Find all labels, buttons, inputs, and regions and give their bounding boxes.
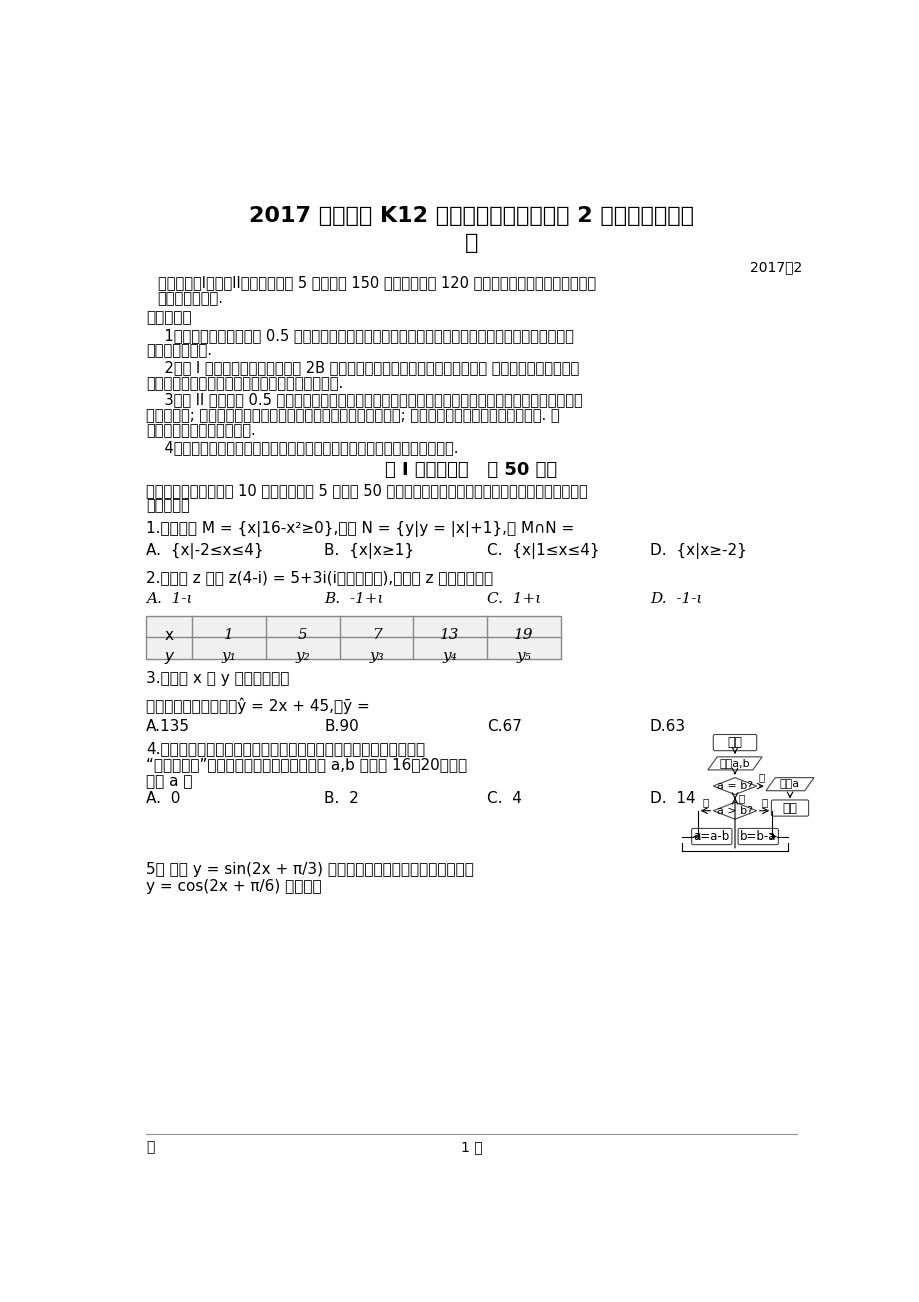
FancyBboxPatch shape bbox=[712, 734, 756, 751]
Text: 1: 1 bbox=[224, 628, 234, 642]
Text: A.  0: A. 0 bbox=[146, 792, 180, 806]
Text: 输出a: 输出a bbox=[779, 779, 800, 789]
Text: y₃: y₃ bbox=[369, 650, 383, 663]
Text: y₂: y₂ bbox=[295, 650, 310, 663]
Text: y = cos(2x + π/6) 图象的是: y = cos(2x + π/6) 图象的是 bbox=[146, 879, 322, 894]
Text: A.135: A.135 bbox=[146, 719, 190, 734]
Text: 19: 19 bbox=[514, 628, 533, 642]
Text: a = b?: a = b? bbox=[716, 781, 753, 792]
Text: 目要求的。: 目要求的。 bbox=[146, 499, 189, 513]
Polygon shape bbox=[766, 777, 813, 790]
Text: 1 第: 1 第 bbox=[460, 1141, 482, 1155]
Text: a=a-b: a=a-b bbox=[693, 831, 729, 842]
Text: D.  -1-ι: D. -1-ι bbox=[649, 591, 701, 605]
Text: D.  {x|x≥-2}: D. {x|x≥-2} bbox=[649, 543, 746, 559]
Text: y₅: y₅ bbox=[516, 650, 530, 663]
Text: 写在试卷上; 如需改动，先划掉原来的答案，然后再写上新的答案; 不能使用涂改液、胶带纸、修正带. 不: 写在试卷上; 如需改动，先划掉原来的答案，然后再写上新的答案; 不能使用涂改液、… bbox=[146, 408, 559, 423]
Text: b=b-a: b=b-a bbox=[739, 831, 776, 842]
Text: 页: 页 bbox=[146, 1141, 154, 1155]
Text: 3．第 II 卷必须用 0.5 毫米黑色签字笔作答，答案必须写在答题卡各题目指定区域内相应的位置，不能: 3．第 II 卷必须用 0.5 毫米黑色签字笔作答，答案必须写在答题卡各题目指定… bbox=[146, 393, 582, 408]
Text: D.  14: D. 14 bbox=[649, 792, 695, 806]
Text: 第 I 卷（选择题   共 50 分）: 第 I 卷（选择题 共 50 分） bbox=[385, 461, 557, 479]
Text: C.  4: C. 4 bbox=[486, 792, 521, 806]
Text: 2017 届山东省 K12 教育质量保障联盟高三 2 月调研数学文试: 2017 届山东省 K12 教育质量保障联盟高三 2 月调研数学文试 bbox=[249, 206, 693, 227]
Text: y: y bbox=[165, 650, 174, 664]
Text: C.  {x|1≤x≤4}: C. {x|1≤x≤4} bbox=[486, 543, 599, 559]
Text: 否: 否 bbox=[761, 797, 766, 807]
Text: 按以上要求作答的答案无效.: 按以上要求作答的答案无效. bbox=[146, 423, 255, 439]
Text: 3.由变量 x 与 y 的一组数据：: 3.由变量 x 与 y 的一组数据： bbox=[146, 671, 289, 686]
Text: 2.若复数 z 满足 z(4-i) = 5+3i(i为虚数单位),则复数 z 的共轭复数为: 2.若复数 z 满足 z(4-i) = 5+3i(i为虚数单位),则复数 z 的… bbox=[146, 570, 493, 585]
Text: x: x bbox=[165, 628, 174, 643]
Text: 是: 是 bbox=[702, 797, 708, 807]
Text: 否: 否 bbox=[737, 793, 743, 803]
Text: 题: 题 bbox=[464, 233, 478, 254]
Text: 2017．2: 2017．2 bbox=[750, 260, 802, 275]
Text: 注意事项：: 注意事项： bbox=[146, 310, 191, 326]
Text: 1．答卷前，考生务必用 0.5 毫米黑色签字笔将自己的姓名、考号、考场号、座位号、班级填写在答题: 1．答卷前，考生务必用 0.5 毫米黑色签字笔将自己的姓名、考号、考场号、座位号… bbox=[146, 328, 573, 342]
Polygon shape bbox=[712, 802, 756, 819]
Text: 净后，再选涂其他答案标号，答案写在试卷上无效.: 净后，再选涂其他答案标号，答案写在试卷上无效. bbox=[146, 376, 343, 391]
Text: 结束: 结束 bbox=[782, 802, 797, 815]
Text: 开始: 开始 bbox=[727, 736, 742, 749]
Text: “更相减损术”。执行该程序框图，若输入的 a,b 分别为 16、20，则输: “更相减损术”。执行该程序框图，若输入的 a,b 分别为 16、20，则输 bbox=[146, 758, 467, 772]
Polygon shape bbox=[712, 777, 756, 794]
Text: 是: 是 bbox=[758, 772, 764, 783]
Text: 5: 5 bbox=[298, 628, 308, 642]
Text: 4．填空题请直接填写答案，解答题应写出文字说明、证明过程或演算步骤.: 4．填空题请直接填写答案，解答题应写出文字说明、证明过程或演算步骤. bbox=[146, 440, 458, 456]
FancyBboxPatch shape bbox=[771, 799, 808, 816]
Text: 卡规定的位置上.: 卡规定的位置上. bbox=[146, 344, 211, 358]
Text: y₁: y₁ bbox=[221, 650, 236, 663]
Text: 13: 13 bbox=[440, 628, 460, 642]
Text: C.67: C.67 bbox=[486, 719, 521, 734]
Text: A.  {x|-2≤x≤4}: A. {x|-2≤x≤4} bbox=[146, 543, 264, 559]
Text: B.  {x|x≥1}: B. {x|x≥1} bbox=[323, 543, 414, 559]
Bar bbox=[146, 616, 560, 659]
FancyBboxPatch shape bbox=[691, 828, 732, 845]
FancyBboxPatch shape bbox=[737, 828, 777, 845]
Text: 4.右图程序框图的算法思路源于我国古代数学名著《九章算术》中的: 4.右图程序框图的算法思路源于我国古代数学名著《九章算术》中的 bbox=[146, 741, 425, 755]
Polygon shape bbox=[707, 756, 761, 769]
Text: C.  1+ι: C. 1+ι bbox=[486, 591, 540, 605]
Text: 得到的线性回归方程为ŷ = 2x + 45,则ȳ =: 得到的线性回归方程为ŷ = 2x + 45,则ȳ = bbox=[146, 698, 369, 713]
Text: 2．第 I 卷每小题选出答案后，用 2B 铅笔把答题卡上对应题目的答案标号涂黑 如需改动，用橡皮擦干: 2．第 I 卷每小题选出答案后，用 2B 铅笔把答题卡上对应题目的答案标号涂黑 … bbox=[146, 361, 579, 375]
Text: D.63: D.63 bbox=[649, 719, 686, 734]
Text: 答题卡一并交回.: 答题卡一并交回. bbox=[157, 290, 223, 306]
Text: 本试卷分第I卷和第II卷两部分，共 5 页。满分 150 分。考试用时 120 分钟。考试结束后，将本试卷和: 本试卷分第I卷和第II卷两部分，共 5 页。满分 150 分。考试用时 120 … bbox=[157, 276, 596, 290]
Text: B.  -1+ι: B. -1+ι bbox=[323, 591, 383, 605]
Text: y₄: y₄ bbox=[442, 650, 457, 663]
Text: 5． 函数 y = sin(2x + π/3) 的图象经过下列平移，可以得到函数: 5． 函数 y = sin(2x + π/3) 的图象经过下列平移，可以得到函数 bbox=[146, 862, 473, 878]
Text: B.  2: B. 2 bbox=[323, 792, 358, 806]
Text: A.  1-ι: A. 1-ι bbox=[146, 591, 192, 605]
Text: 出的 a 为: 出的 a 为 bbox=[146, 775, 192, 789]
Text: a > b?: a > b? bbox=[716, 806, 752, 816]
Text: 7: 7 bbox=[371, 628, 381, 642]
Text: 输入a,b: 输入a,b bbox=[719, 758, 750, 768]
Text: B.90: B.90 bbox=[323, 719, 358, 734]
Text: 1.已知集合 M = {x|16-x²≥0},集合 N = {y|y = |x|+1},则 M∩N =: 1.已知集合 M = {x|16-x²≥0},集合 N = {y|y = |x|… bbox=[146, 521, 573, 538]
Text: 一、选择题：本大题共 10 小题，每小题 5 分，共 50 分。在每小题给出的四个选项中，只有一项是符合题: 一、选择题：本大题共 10 小题，每小题 5 分，共 50 分。在每小题给出的四… bbox=[146, 483, 587, 497]
